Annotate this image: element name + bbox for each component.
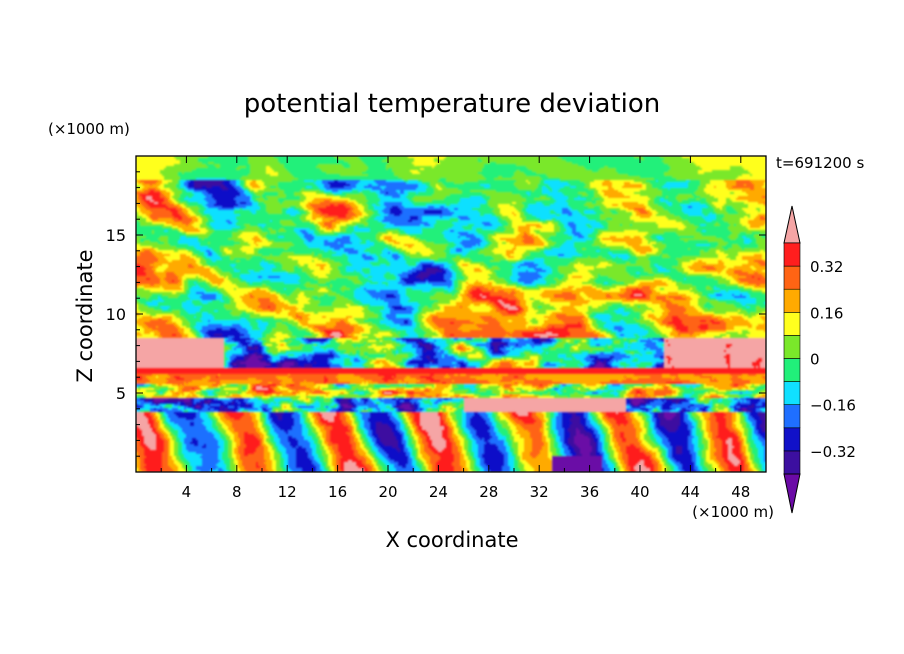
- x-unit-label: (×1000 m): [692, 503, 774, 521]
- x-tick-label: 24: [429, 483, 448, 501]
- colorbar-label: 0.16: [810, 304, 843, 322]
- x-tick-label: 12: [278, 483, 297, 501]
- y-axis-label: Z coordinate: [73, 249, 97, 382]
- x-tick-label: 40: [630, 483, 649, 501]
- colorbar-label: −0.16: [810, 397, 856, 415]
- colorbar-band: [783, 450, 801, 475]
- colorbar-band: [783, 404, 801, 429]
- colorbar-band: [783, 358, 801, 382]
- y-tick-label: 5: [116, 384, 126, 403]
- colorbar-label: −0.32: [810, 443, 856, 461]
- colorbar-band: [783, 381, 801, 406]
- colorbar-band: [783, 288, 801, 313]
- colorbar-band: [783, 242, 801, 267]
- y-tick-label: 15: [106, 226, 126, 245]
- x-tick-label: 28: [479, 483, 498, 501]
- x-tick-label: 16: [328, 483, 347, 501]
- x-tick-label: 4: [182, 483, 192, 501]
- y-unit-label: (×1000 m): [48, 120, 130, 138]
- colorbar-band: [783, 335, 801, 359]
- contour-field: [136, 156, 766, 472]
- x-tick-label: 20: [378, 483, 397, 501]
- y-axis: 5 10 15: [106, 171, 766, 457]
- colorbar-label: 0.32: [810, 258, 843, 276]
- y-tick-label: 10: [106, 305, 126, 324]
- x-tick-label: 32: [530, 483, 549, 501]
- x-axis-label: X coordinate: [385, 528, 518, 552]
- colorbar-band: [783, 265, 801, 290]
- x-tick-label: 8: [232, 483, 242, 501]
- x-tick-label: 48: [731, 483, 750, 501]
- chart-title: potential temperature deviation: [244, 89, 660, 119]
- x-tick-label: 44: [681, 483, 700, 501]
- time-label: t=691200 s: [776, 154, 864, 172]
- x-tick-label: 36: [580, 483, 599, 501]
- field-raster: [136, 156, 766, 472]
- colorbar-label: 0: [810, 351, 820, 369]
- colorbar-bottom-arrow: [783, 473, 801, 514]
- x-axis: 4 8 12 16 20 24 28 32 36 40 44 48: [160, 156, 750, 501]
- colorbar-band: [783, 427, 801, 452]
- colorbar-band: [783, 311, 801, 336]
- colorbar-top-arrow: [783, 205, 801, 244]
- colorbar: 0.32 0.16 0 −0.16 −0.32: [783, 205, 856, 514]
